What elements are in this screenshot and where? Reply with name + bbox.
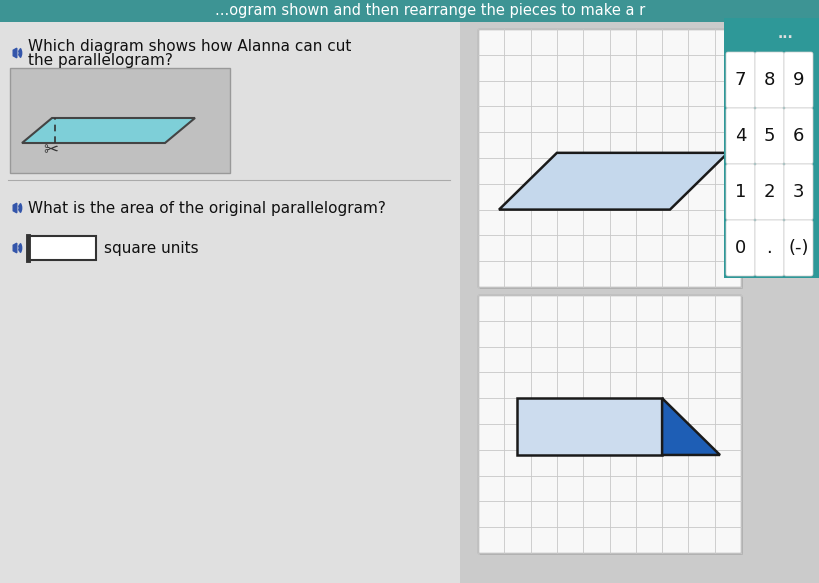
Bar [480,31,743,289]
FancyBboxPatch shape [784,220,813,276]
Text: 3: 3 [793,183,804,201]
Text: 9: 9 [793,71,804,89]
Text: Which diagram shows how Alanna can cut: Which diagram shows how Alanna can cut [28,38,351,54]
Text: ...: ... [778,27,794,41]
Text: 7: 7 [735,71,746,89]
Text: square units: square units [104,241,199,255]
Polygon shape [13,48,17,58]
Bar [478,295,741,553]
FancyBboxPatch shape [726,220,755,276]
Text: ✂: ✂ [43,141,59,159]
Polygon shape [662,398,720,455]
FancyBboxPatch shape [726,52,755,108]
Text: 2: 2 [764,183,776,201]
Bar [480,297,743,555]
FancyBboxPatch shape [726,108,755,164]
Text: 0: 0 [735,239,746,257]
FancyBboxPatch shape [755,164,784,220]
Text: the parallelogram?: the parallelogram? [28,54,173,68]
FancyBboxPatch shape [755,108,784,164]
FancyBboxPatch shape [755,52,784,108]
FancyBboxPatch shape [784,52,813,108]
Text: (-): (-) [788,239,808,257]
FancyBboxPatch shape [784,164,813,220]
Text: 4: 4 [735,127,746,145]
Polygon shape [13,203,17,213]
FancyBboxPatch shape [755,220,784,276]
Bar [0,22,460,583]
Bar [10,68,230,173]
Bar [28,236,96,260]
Bar [478,29,741,287]
Text: 8: 8 [764,71,776,89]
Text: ...ogram shown and then rearrange the pieces to make a r: ...ogram shown and then rearrange the pi… [215,3,645,19]
Polygon shape [22,118,195,143]
Text: .: . [767,239,772,257]
Text: 6: 6 [793,127,804,145]
FancyBboxPatch shape [784,108,813,164]
Bar [724,18,819,278]
Polygon shape [499,153,728,210]
Text: 1: 1 [735,183,746,201]
Bar [0,0,819,22]
Text: What is the area of the original parallelogram?: What is the area of the original paralle… [28,201,386,216]
FancyBboxPatch shape [726,164,755,220]
Bar [518,398,662,455]
Text: 5: 5 [764,127,776,145]
Polygon shape [13,243,17,253]
